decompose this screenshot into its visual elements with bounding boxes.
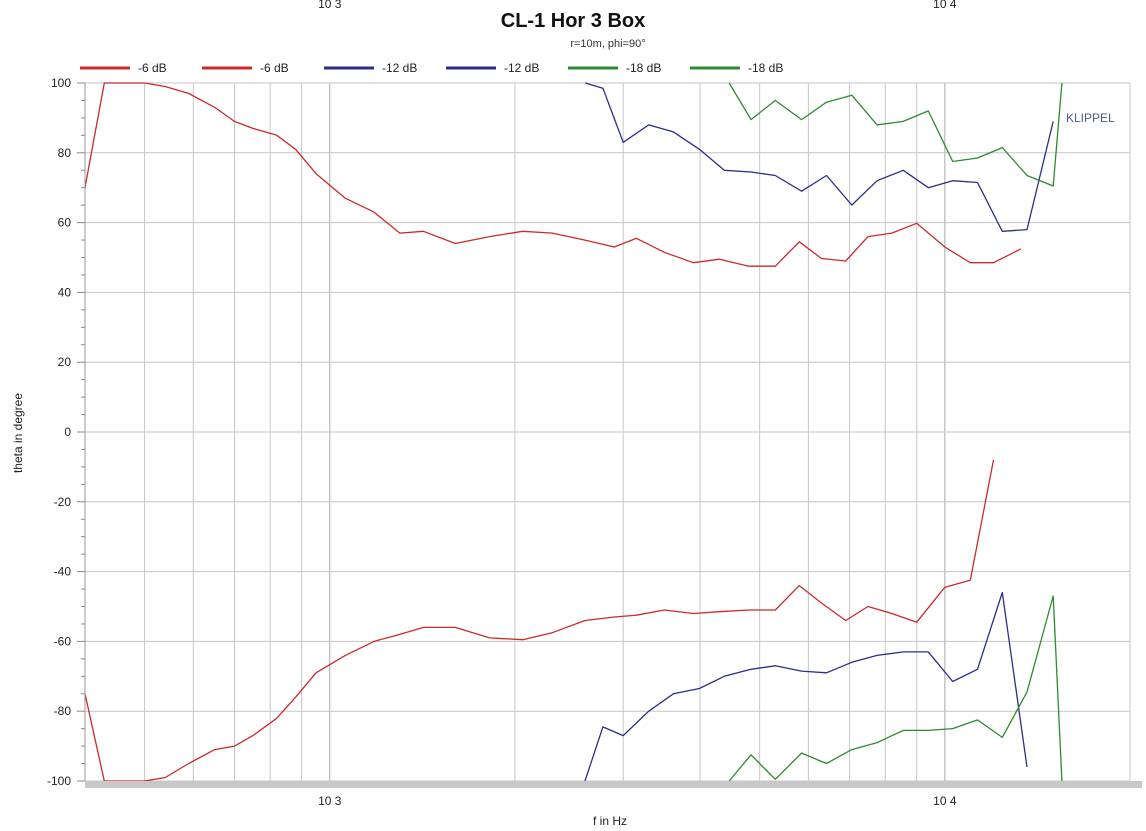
legend-label-4: -12 dB (504, 61, 539, 75)
y-tick-label: 60 (58, 216, 72, 230)
x-tick-label: 10 4 (933, 794, 957, 808)
y-tick-label: -20 (54, 495, 72, 509)
legend-label-1: -6 dB (138, 61, 167, 75)
chart-title: CL-1 Hor 3 Box (501, 10, 645, 32)
y-tick-label: -100 (47, 774, 71, 788)
x-tick-label: 10 3 (318, 794, 342, 808)
y-tick-label: 100 (51, 76, 71, 90)
legend-label-5: -18 dB (626, 61, 661, 75)
series-line-6 (728, 595, 1063, 782)
top-tick-label: 10 4 (933, 0, 957, 11)
series-line-5 (728, 82, 1063, 187)
y-tick-label: -60 (54, 634, 72, 648)
legend-label-3: -12 dB (382, 61, 417, 75)
y-tick-label: 40 (58, 285, 72, 299)
y-tick-label: 20 (58, 355, 72, 369)
y-tick-label: 80 (58, 146, 72, 160)
klippel-annotation: KLIPPEL (1066, 111, 1115, 125)
series-line-4 (584, 591, 1028, 782)
series-line-3 (584, 82, 1054, 232)
series-line-1 (84, 82, 1022, 267)
series-line-2 (84, 459, 995, 782)
y-tick-label: -80 (54, 704, 72, 718)
legend-label-6: -18 dB (748, 61, 783, 75)
legend-label-2: -6 dB (260, 61, 289, 75)
y-tick-label: -40 (54, 565, 72, 579)
top-tick-label: 10 3 (318, 0, 342, 11)
y-axis-label: theta in degree (11, 393, 25, 473)
chart-subtitle: r=10m, phi=90° (570, 38, 645, 50)
y-tick-label: 0 (64, 425, 71, 439)
x-axis-bar (85, 781, 1142, 788)
x-axis-label: f in Hz (593, 814, 627, 828)
